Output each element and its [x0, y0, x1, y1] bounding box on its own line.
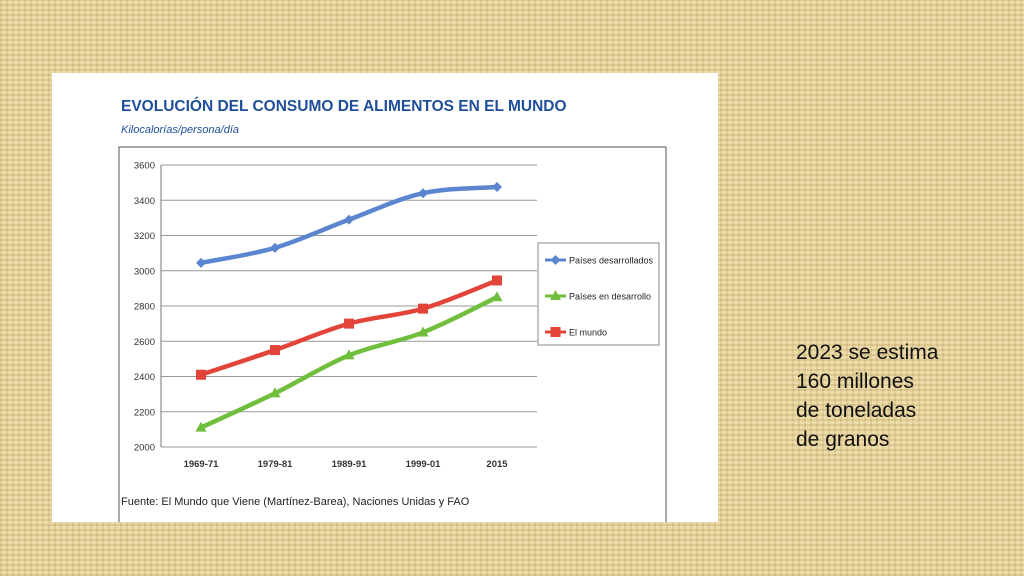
- y-tick-label: 3400: [134, 196, 155, 207]
- side-note-line: 2023 se estima: [796, 341, 939, 364]
- x-tick-label: 1989-91: [332, 459, 368, 470]
- data-point: [418, 188, 428, 199]
- legend-label: El mundo: [569, 328, 607, 338]
- data-point: [491, 291, 503, 302]
- y-tick-label: 2000: [134, 443, 155, 454]
- legend-label: Países desarrollados: [569, 256, 654, 266]
- chart-frame: [118, 146, 667, 522]
- data-point: [344, 318, 354, 329]
- y-tick-label: 2200: [134, 407, 155, 418]
- data-point: [196, 369, 206, 380]
- side-note-line: 160 millones: [796, 370, 914, 393]
- chart-title: EVOLUCIÓN DEL CONSUMO DE ALIMENTOS EN EL…: [121, 97, 567, 115]
- legend-label: Países en desarrollo: [569, 292, 651, 302]
- data-point: [270, 345, 280, 356]
- series-line-1: [198, 184, 500, 266]
- data-point: [270, 242, 280, 253]
- legend-marker: [550, 290, 561, 300]
- side-note: 2023 se estima 160 millones de toneladas…: [796, 338, 996, 454]
- side-note-line: de granos: [796, 428, 890, 451]
- chart-source: Fuente: El Mundo que Viene (Martínez-Bar…: [121, 496, 470, 508]
- x-tick-label: 1999-01: [406, 459, 442, 470]
- chart-subtitle: Kilocalorías/persona/día: [121, 124, 239, 136]
- y-tick-label: 3600: [134, 161, 155, 172]
- data-point: [418, 303, 428, 314]
- line-chart: EVOLUCIÓN DEL CONSUMO DE ALIMENTOS EN EL…: [118, 97, 667, 522]
- data-point: [343, 349, 355, 360]
- chart-image: EVOLUCIÓN DEL CONSUMO DE ALIMENTOS EN EL…: [52, 73, 718, 522]
- data-point: [492, 182, 502, 193]
- data-point: [492, 275, 502, 286]
- x-tick-label: 1969-71: [184, 459, 220, 470]
- data-point: [195, 421, 207, 432]
- legend-marker: [550, 327, 561, 337]
- data-point: [344, 214, 354, 225]
- y-tick-label: 2800: [134, 302, 155, 313]
- side-note-line: de toneladas: [796, 399, 917, 422]
- y-tick-label: 2600: [134, 337, 155, 348]
- legend-marker: [550, 255, 561, 265]
- y-tick-label: 3000: [134, 266, 155, 277]
- data-point: [417, 326, 429, 337]
- data-point: [269, 387, 281, 398]
- x-tick-label: 1979-81: [258, 459, 294, 470]
- x-tick-label: 2015: [486, 459, 508, 470]
- data-point: [196, 257, 206, 268]
- y-tick-label: 3200: [134, 231, 155, 242]
- y-tick-label: 2400: [134, 372, 155, 383]
